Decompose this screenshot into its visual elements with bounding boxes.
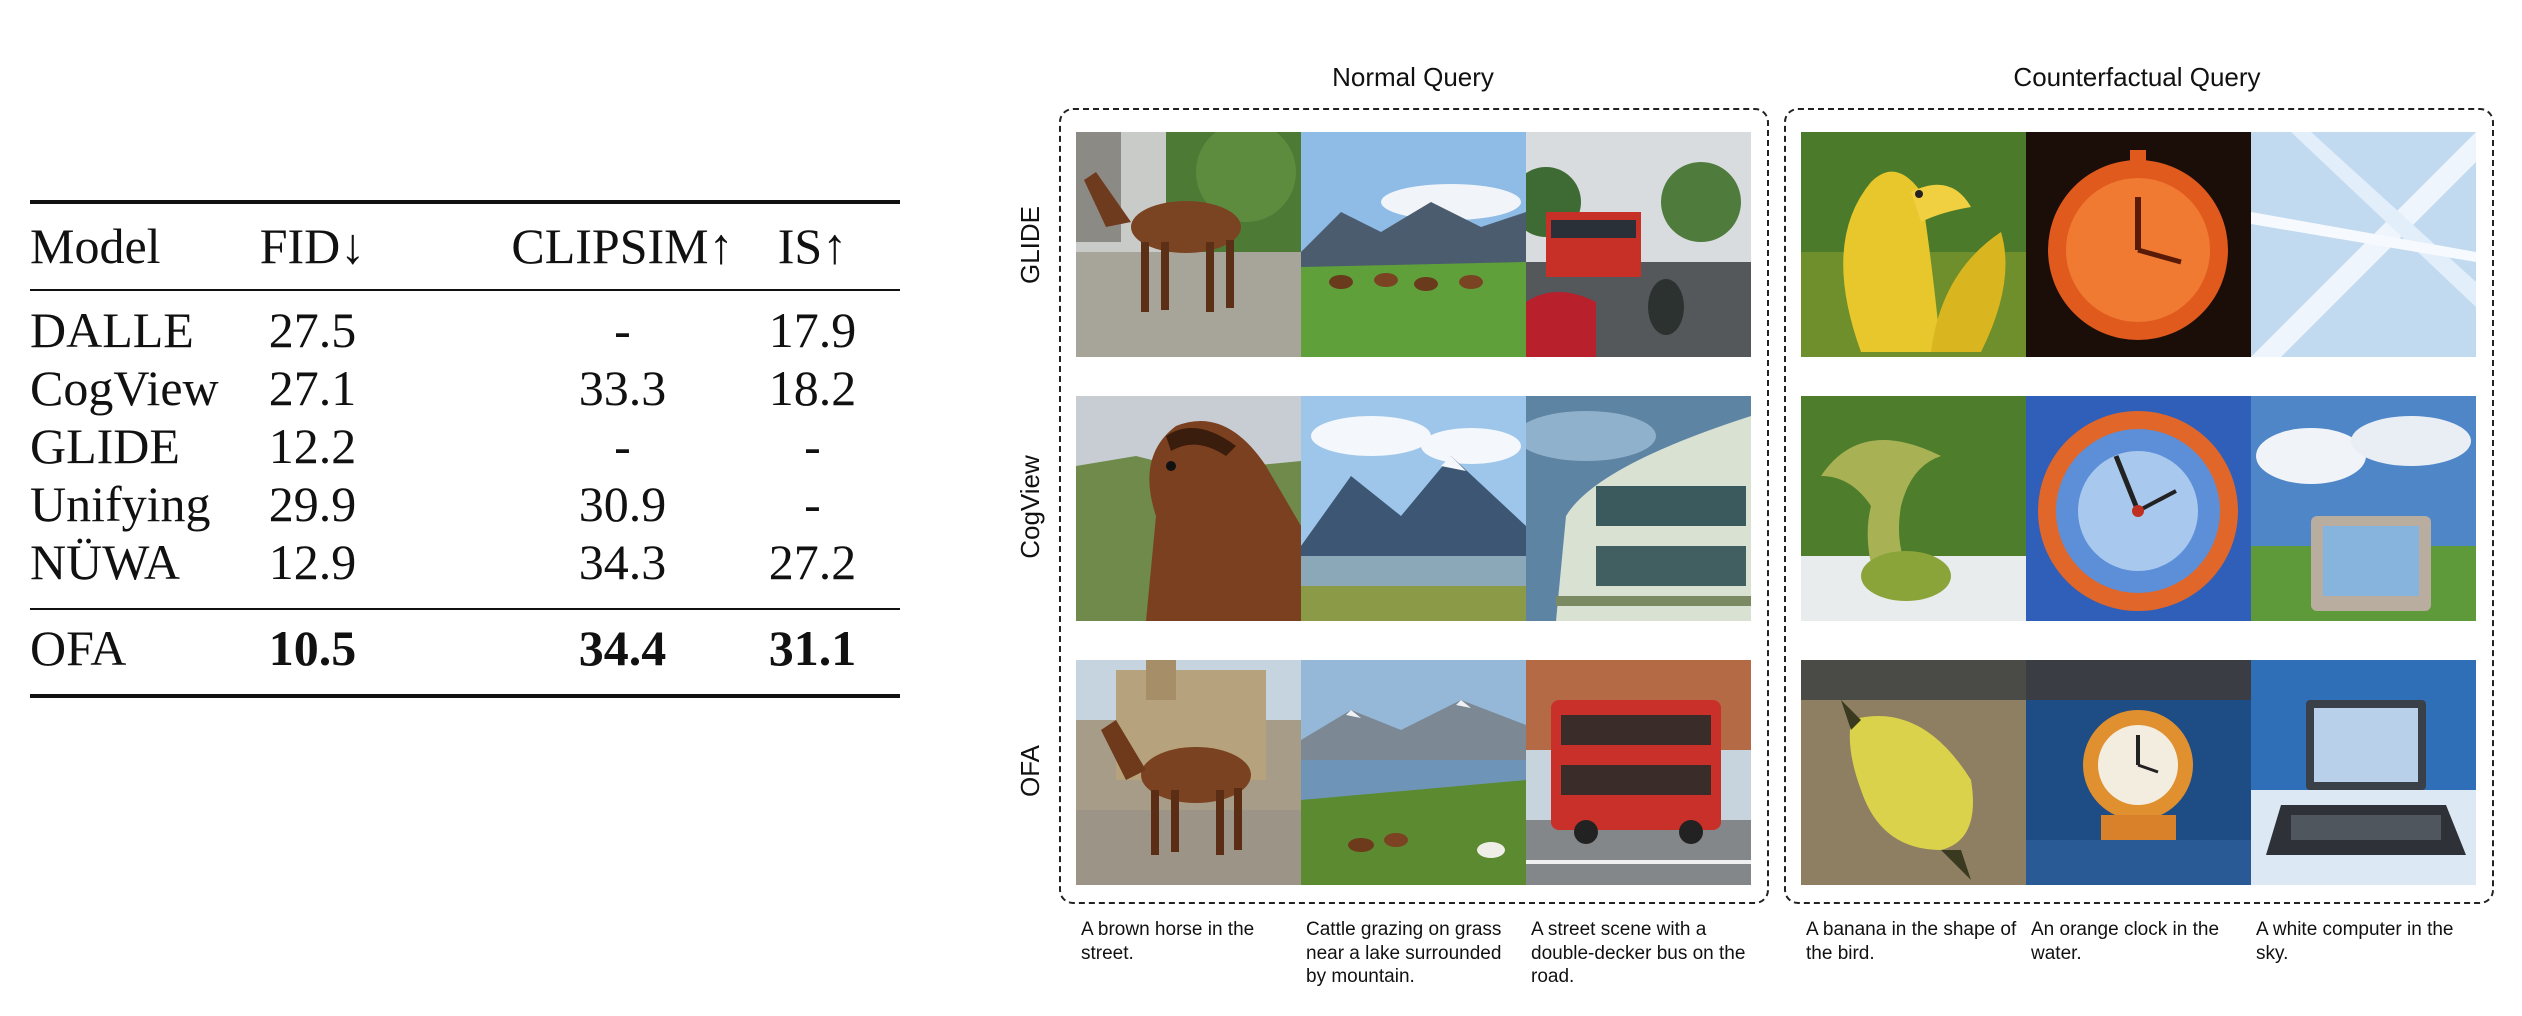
row-label-glide: GLIDE [1013, 135, 1047, 355]
glide-clock-water-image [2026, 132, 2251, 357]
glide-bus-street-image [1526, 132, 1751, 357]
header-clipsim: CLIPSIM↑ [450, 218, 795, 274]
row-glide-is: - [755, 418, 870, 474]
row-dalle-fid: 27.5 [250, 302, 375, 358]
row-unifying-fid: 29.9 [250, 476, 375, 532]
row-nuwa-is: 27.2 [755, 534, 870, 590]
row-glide-clipsim: - [450, 418, 795, 474]
row-nuwa-model: NÜWA [30, 534, 180, 590]
cogview-bus-street-image [1526, 396, 1751, 621]
counterfactual-query-title: Counterfactual Query [1784, 60, 2490, 94]
row-cogview-clipsim: 33.3 [450, 360, 795, 416]
caption-horse-street: A brown horse in the street. [1081, 918, 1299, 965]
row-cogview-fid: 27.1 [250, 360, 375, 416]
caption-computer-sky: A white computer in the sky. [2256, 918, 2474, 965]
ofa-bus-street-image [1526, 660, 1751, 885]
row-ofa-fid: 10.5 [250, 620, 375, 676]
ofa-clock-water-image [2026, 660, 2251, 885]
cogview-horse-street-image [1076, 396, 1301, 621]
normal-query-title: Normal Query [1060, 60, 1766, 94]
row-nuwa-fid: 12.9 [250, 534, 375, 590]
glide-banana-bird-image [1801, 132, 2026, 357]
caption-banana-bird: A banana in the shape of the bird. [1806, 918, 2024, 965]
cogview-computer-sky-image [2251, 396, 2476, 621]
row-label-ofa: OFA [1013, 661, 1047, 881]
table-bottom-rule [30, 694, 900, 698]
glide-horse-street-image [1076, 132, 1301, 357]
row-unifying-is: - [755, 476, 870, 532]
row-cogview-is: 18.2 [755, 360, 870, 416]
row-cogview-model: CogView [30, 360, 219, 416]
cogview-cattle-mountain-image [1301, 396, 1526, 621]
row-dalle-is: 17.9 [755, 302, 870, 358]
row-label-cogview: CogView [1013, 397, 1047, 617]
row-ofa-clipsim: 34.4 [450, 620, 795, 676]
caption-cattle-mountain: Cattle grazing on grass near a lake surr… [1306, 918, 1524, 989]
header-model: Model [30, 218, 161, 274]
row-unifying-clipsim: 30.9 [450, 476, 795, 532]
row-nuwa-clipsim: 34.3 [450, 534, 795, 590]
caption-clock-water: An orange clock in the water. [2031, 918, 2249, 965]
caption-bus-street: A street scene with a double-decker bus … [1531, 918, 1749, 989]
ofa-banana-bird-image [1801, 660, 2026, 885]
row-ofa-model: OFA [30, 620, 126, 676]
ofa-computer-sky-image [2251, 660, 2476, 885]
row-ofa-is: 31.1 [755, 620, 870, 676]
header-is: IS↑ [755, 218, 870, 274]
table-header-rule [30, 289, 900, 291]
row-dalle-clipsim: - [450, 302, 795, 358]
cogview-banana-bird-image [1801, 396, 2026, 621]
table-top-rule [30, 200, 900, 204]
row-glide-model: GLIDE [30, 418, 180, 474]
ofa-horse-street-image [1076, 660, 1301, 885]
row-dalle-model: DALLE [30, 302, 194, 358]
header-fid: FID↓ [250, 218, 375, 274]
glide-cattle-mountain-image [1301, 132, 1526, 357]
ofa-cattle-mountain-image [1301, 660, 1526, 885]
glide-computer-sky-image [2251, 132, 2476, 357]
row-glide-fid: 12.2 [250, 418, 375, 474]
cogview-clock-water-image [2026, 396, 2251, 621]
row-unifying-model: Unifying [30, 476, 211, 532]
table-mid-rule [30, 608, 900, 610]
